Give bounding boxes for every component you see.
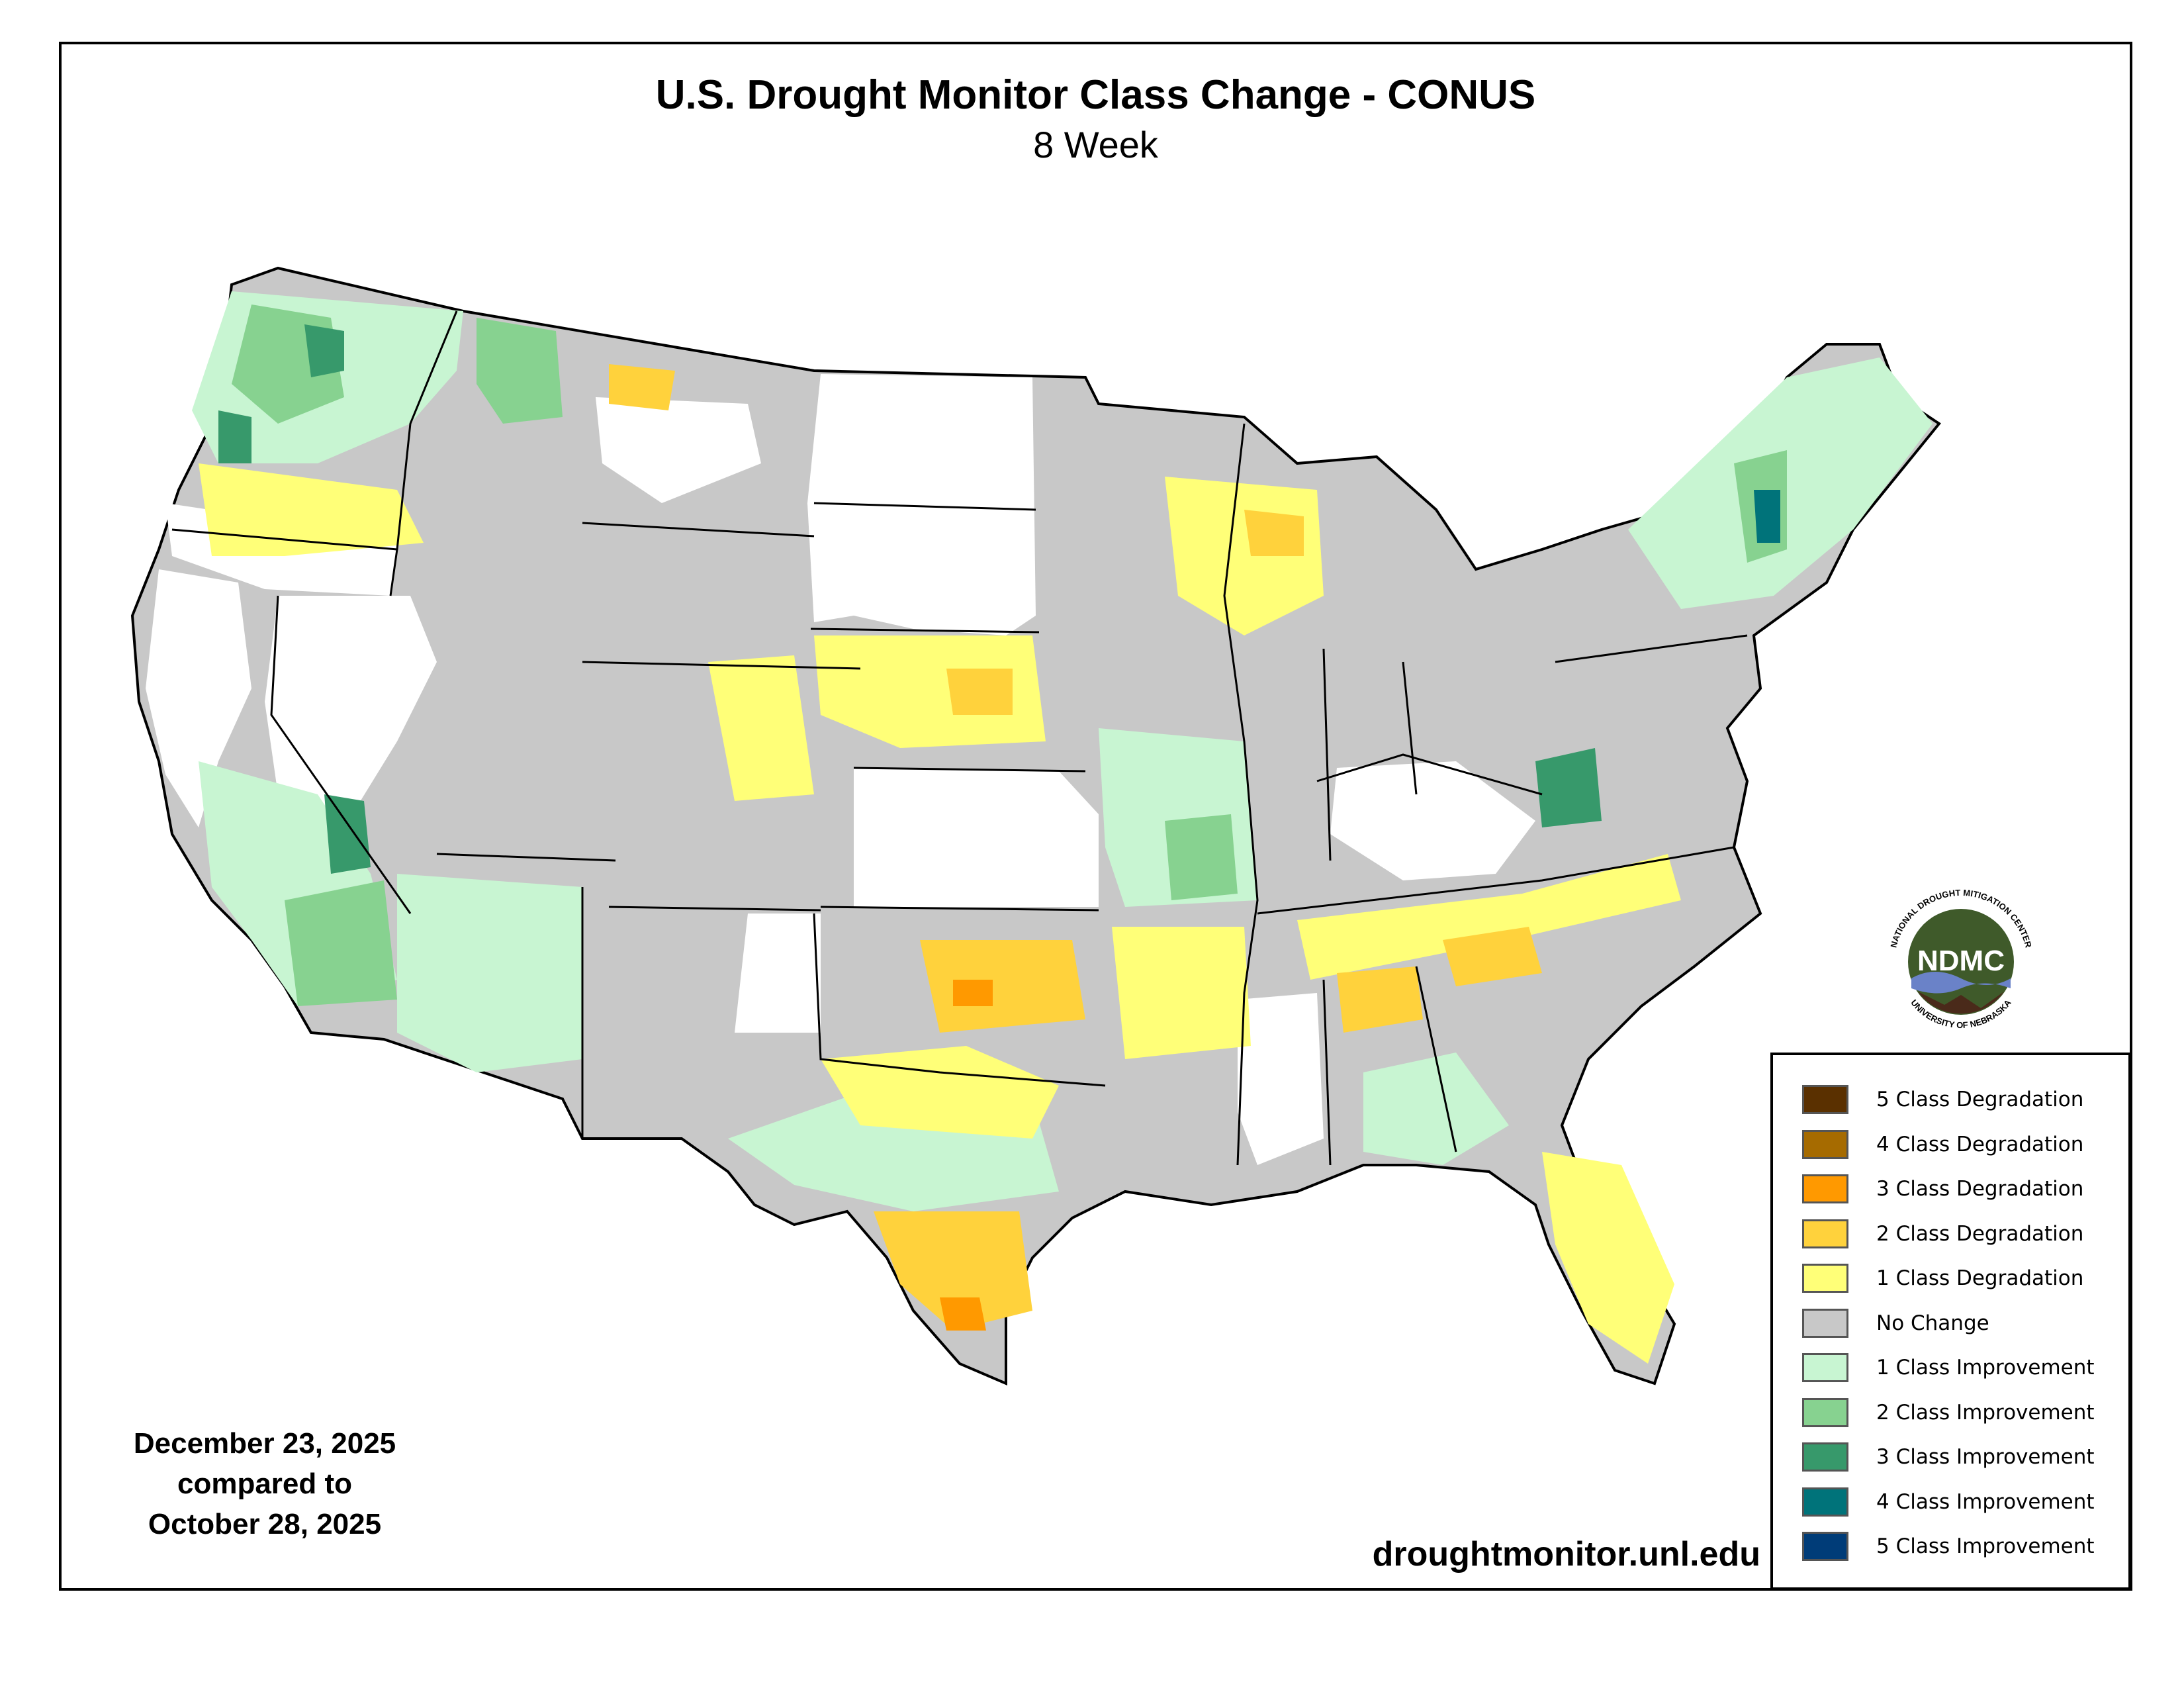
- previous-date: October 28, 2025: [148, 1508, 382, 1540]
- border-tn-ky: [1257, 846, 1735, 915]
- page-subtitle: 8 Week: [1033, 124, 1158, 165]
- white-area-california-coast: [146, 569, 251, 827]
- border-wy-co: [582, 661, 861, 670]
- class-change-regions: [130, 266, 1941, 1386]
- legend-label: 2 Class Degradation: [1876, 1221, 2084, 1246]
- page-title: U.S. Drought Monitor Class Change - CONU…: [655, 72, 1536, 118]
- legend-swatch: [1802, 1532, 1848, 1561]
- border-ms-river: [1223, 423, 1259, 1166]
- degrade1-colorado: [708, 655, 814, 801]
- border-ks-ok: [820, 906, 1099, 912]
- white-area-mississippi: [1238, 993, 1324, 1165]
- improve1-arizona: [397, 874, 582, 1072]
- degrade3-texas: [940, 1297, 986, 1331]
- legend-swatch: [1802, 1085, 1848, 1114]
- legend-item: No Change: [1802, 1307, 1989, 1340]
- legend-swatch: [1802, 1219, 1848, 1248]
- legend-item: 5 Class Improvement: [1802, 1530, 2095, 1563]
- source-url: droughtmonitor.unl.edu: [1372, 1535, 1760, 1573]
- legend-swatch: [1802, 1487, 1848, 1517]
- legend-item: 1 Class Improvement: [1802, 1351, 2095, 1384]
- degrade1-texas: [821, 1046, 1059, 1139]
- legend-label: 4 Class Improvement: [1876, 1489, 2095, 1514]
- legend-swatch: [1802, 1442, 1848, 1472]
- border-oh-in: [1402, 661, 1418, 795]
- legend-item: 2 Class Degradation: [1802, 1217, 2083, 1250]
- degrade1-nebraska: [814, 635, 1046, 748]
- degrade2-montana: [609, 364, 675, 410]
- improve3-west-virginia: [1535, 748, 1602, 827]
- legend-item: 4 Class Improvement: [1802, 1485, 2095, 1519]
- legend-item: 2 Class Improvement: [1802, 1396, 2095, 1429]
- map-legend: 5 Class Degradation 4 Class Degradation 3 …: [1770, 1053, 2131, 1590]
- border-ut-az: [436, 853, 616, 862]
- degrade2-oklahoma: [920, 940, 1085, 1033]
- degrade3-oklahoma: [953, 980, 993, 1006]
- legend-swatch: [1802, 1353, 1848, 1382]
- improve3-sierra: [324, 794, 371, 874]
- improve2-idaho: [477, 318, 563, 424]
- border-mt-wy: [582, 522, 815, 538]
- legend-label: 4 Class Degradation: [1876, 1132, 2084, 1156]
- white-area-montana: [596, 397, 761, 503]
- logo-center-text: NDMC: [1917, 945, 2005, 977]
- border-ohio-river: [1316, 753, 1543, 796]
- legend-label: No Change: [1876, 1311, 1989, 1335]
- border-sd-ne: [810, 628, 1040, 633]
- legend-label: 3 Class Improvement: [1876, 1445, 2095, 1469]
- degrade1-arkansas: [1112, 927, 1251, 1059]
- legend-label: 2 Class Improvement: [1876, 1400, 2095, 1425]
- border-co-nm: [608, 906, 821, 912]
- compared-to-label: compared to: [177, 1468, 353, 1500]
- legend-label: 5 Class Improvement: [1876, 1534, 2095, 1558]
- white-area-kansas: [854, 768, 1099, 907]
- legend-label: 5 Class Degradation: [1876, 1088, 2084, 1111]
- border-al-ga: [1415, 966, 1457, 1152]
- current-date: December 23, 2025: [133, 1427, 396, 1460]
- legend-label: 3 Class Degradation: [1876, 1177, 2084, 1201]
- improve3-cascades: [304, 324, 344, 377]
- degrade1-oregon: [199, 463, 424, 556]
- legend-label: 1 Class Degradation: [1876, 1266, 2084, 1290]
- border-pa-ny: [1555, 634, 1748, 663]
- white-area-kentucky: [1330, 761, 1535, 880]
- legend-label: 1 Class Improvement: [1876, 1356, 2095, 1380]
- degrade1-florida: [1542, 1152, 1674, 1364]
- state-boundaries: [171, 310, 1748, 1166]
- ndmc-logo: NDMC NATIONAL DROUGHT MITIGATION CENTER …: [1875, 876, 2047, 1048]
- date-comparison: December 23, 2025 compared to October 28…: [79, 1423, 450, 1544]
- degrade2-wisconsin: [1244, 510, 1304, 556]
- white-area-northern-plains: [807, 374, 1036, 635]
- improve3-oregon-coast: [218, 410, 251, 463]
- white-area-new-mexico: [735, 914, 821, 1033]
- border-ok-tx: [813, 913, 1106, 1087]
- improve2-southern-california: [285, 880, 397, 1006]
- legend-swatch: [1802, 1397, 1848, 1427]
- improve4-vermont: [1754, 490, 1780, 543]
- degrade2-alabama: [1337, 966, 1423, 1033]
- legend-item: 5 Class Degradation: [1802, 1083, 2083, 1116]
- legend-swatch: [1802, 1264, 1848, 1293]
- legend-item: 1 Class Degradation: [1802, 1262, 2083, 1295]
- degrade2-south-texas: [874, 1211, 1032, 1331]
- legend-item: 3 Class Improvement: [1802, 1440, 2095, 1474]
- border-il-in: [1322, 648, 1332, 861]
- border-ms-al: [1322, 979, 1332, 1166]
- legend-swatch: [1802, 1174, 1848, 1203]
- border-ne-ks: [853, 767, 1086, 773]
- legend-swatch: [1802, 1129, 1848, 1159]
- border-wa-or: [171, 528, 398, 551]
- border-id: [389, 310, 458, 596]
- improve2-missouri: [1165, 814, 1238, 900]
- border-nv-ca: [270, 595, 412, 914]
- legend-item: 3 Class Degradation: [1802, 1172, 2083, 1205]
- degrade2-carolinas: [1443, 927, 1542, 986]
- legend-swatch: [1802, 1308, 1848, 1338]
- border-nd-sd: [813, 502, 1036, 511]
- degrade1-tennessee: [1297, 854, 1681, 980]
- improve1-georgia: [1363, 1053, 1509, 1165]
- degrade2-nebraska: [946, 669, 1013, 715]
- legend-item: 4 Class Degradation: [1802, 1128, 2083, 1161]
